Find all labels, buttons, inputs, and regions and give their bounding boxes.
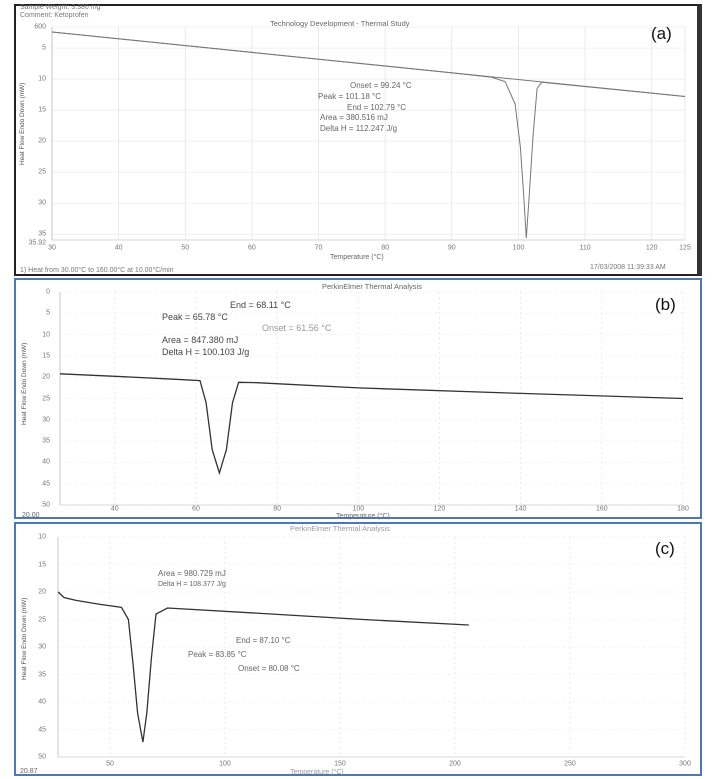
chart-c-title: PerkinElmer Thermal Analysis xyxy=(290,524,390,533)
timestamp: 17/03/2008 11:39:33 AM xyxy=(590,264,666,271)
y-tick-label: 35.92 xyxy=(28,239,46,247)
annotation-area: Area = 980.729 mJ xyxy=(158,569,226,578)
chart-c-x-start: 20.87 xyxy=(20,768,38,775)
annotation-end: End = 68.11 °C xyxy=(230,300,291,310)
chart-b-xlabel: Temperature (°C) xyxy=(336,513,390,520)
annotation-onset: Onset = 80.08 °C xyxy=(238,664,300,673)
chart-b-title: PerkinElmer Thermal Analysis xyxy=(322,282,422,291)
panel-c-label: (c) xyxy=(655,539,675,558)
x-tick-label: 160 xyxy=(595,505,608,513)
x-tick-label: 80 xyxy=(273,505,282,513)
chart-b-ylabel: Heat Flow Endo Down (mW) xyxy=(21,342,28,425)
annotation-end: End = 87.10 °C xyxy=(236,636,291,645)
chart-b-x-start: 20.00 xyxy=(22,512,40,519)
panel-b-label: (b) xyxy=(655,295,676,314)
annotation-delta-h: Delta H = 112.247 J/g xyxy=(320,124,398,133)
series-line-ketoprofen xyxy=(51,31,686,239)
y-tick-label: 0 xyxy=(46,288,50,296)
annotation-peak: Peak = 101.18 °C xyxy=(318,92,382,101)
y-tick-label: 600 xyxy=(34,23,46,31)
x-tick-label: 30 xyxy=(48,244,56,252)
x-tick-label: 50 xyxy=(181,244,190,252)
y-tick-label: 30 xyxy=(38,643,46,651)
y-tick-label: 40 xyxy=(42,458,50,466)
chart-c-ylabel: Heat Flow Endo Down (mW) xyxy=(21,597,28,680)
y-tick-label: 25 xyxy=(42,395,50,402)
y-tick-label: 10 xyxy=(42,331,50,339)
x-tick-label: 140 xyxy=(514,505,527,513)
series-line-sample xyxy=(59,373,684,476)
annotation-onset: Onset = 99.24 °C xyxy=(350,81,412,90)
y-tick-label: 5 xyxy=(46,309,50,317)
y-tick-label: 50 xyxy=(38,753,46,761)
x-tick-label: 110 xyxy=(579,244,591,252)
y-tick-label: 30 xyxy=(42,416,50,424)
y-tick-label: 15 xyxy=(38,106,46,114)
annotation-delta-h: Delta H = 108.377 J/g xyxy=(158,581,226,588)
y-tick-label: 20 xyxy=(38,137,46,145)
x-tick-label: 90 xyxy=(447,244,456,252)
annotation-peak: Peak = 65.78 °C xyxy=(162,312,228,322)
x-tick-label: 120 xyxy=(645,244,658,252)
x-tick-label: 100 xyxy=(352,505,365,513)
panel-a xyxy=(14,4,702,276)
chart-a-title: Technology Development - Thermal Study xyxy=(270,19,410,28)
x-tick-label: 125 xyxy=(679,244,691,252)
x-tick-label: 40 xyxy=(110,505,119,513)
y-tick-label: 20 xyxy=(38,588,46,596)
chart-a-ylabel: Heat Flow Endo Down (mW) xyxy=(19,82,26,165)
series-line-sample xyxy=(57,591,469,743)
x-tick-label: 150 xyxy=(334,760,346,768)
y-tick-label: 10 xyxy=(38,75,46,83)
x-tick-label: 50 xyxy=(106,760,114,768)
panel-a-label: (a) xyxy=(651,24,672,43)
y-tick-label: 35 xyxy=(38,230,46,238)
x-tick-label: 250 xyxy=(564,760,576,768)
x-tick-label: 120 xyxy=(433,505,446,513)
y-tick-label: 5 xyxy=(42,44,46,52)
x-tick-label: 100 xyxy=(219,760,231,768)
y-tick-label: 25 xyxy=(38,616,46,623)
x-tick-label: 60 xyxy=(247,244,256,252)
y-tick-label: 25 xyxy=(38,168,46,176)
sample-comment: Comment: Ketoprofen xyxy=(20,12,89,19)
panel-b xyxy=(14,278,702,519)
y-tick-label: 15 xyxy=(42,352,50,360)
annotation-delta-h: Delta H = 100.103 J/g xyxy=(162,347,250,357)
annotation-end: End = 102.79 °C xyxy=(347,103,407,112)
chart-a-xlabel: Temperature (°C) xyxy=(330,254,384,261)
y-tick-label: 35 xyxy=(42,437,50,445)
x-tick-label: 40 xyxy=(114,244,123,252)
y-tick-label: 40 xyxy=(38,698,46,706)
method-footer: 1) Heat from 30.00°C to 160.00°C at 10.0… xyxy=(20,267,174,274)
x-tick-label: 180 xyxy=(677,505,689,513)
y-tick-label: 45 xyxy=(38,726,46,733)
x-tick-label: 70 xyxy=(314,244,323,252)
panel-c xyxy=(14,522,702,776)
y-tick-label: 50 xyxy=(42,501,50,509)
sample-weight: Sample Weight: 3.380 mg xyxy=(20,4,101,11)
annotation-area: Area = 380.516 mJ xyxy=(320,113,388,122)
y-tick-label: 10 xyxy=(38,533,46,541)
annotation-area: Area = 847.380 mJ xyxy=(162,335,239,345)
x-tick-label: 200 xyxy=(449,760,461,768)
y-tick-label: 45 xyxy=(42,480,50,488)
x-tick-label: 100 xyxy=(512,244,525,252)
annotation-peak: Peak = 83.85 °C xyxy=(188,650,247,659)
x-tick-label: 80 xyxy=(381,244,390,252)
x-tick-label: 300 xyxy=(679,760,691,768)
x-tick-label: 60 xyxy=(192,505,200,513)
y-tick-label: 30 xyxy=(38,199,46,207)
annotation-onset: Onset = 61.56 °C xyxy=(262,323,332,333)
y-tick-label: 35 xyxy=(38,671,46,678)
chart-c-xlabel: Temperature (°C) xyxy=(290,769,344,776)
y-tick-label: 20 xyxy=(42,373,50,381)
y-tick-label: 15 xyxy=(38,561,46,568)
